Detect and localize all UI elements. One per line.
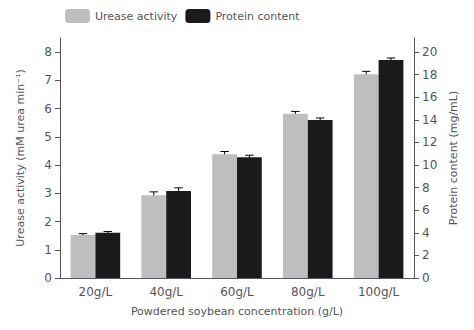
svg-text:20: 20 (422, 45, 437, 59)
svg-text:60g/L: 60g/L (220, 285, 254, 299)
svg-text:Protein content: Protein content (215, 10, 300, 23)
svg-text:0: 0 (44, 271, 52, 285)
svg-text:7: 7 (44, 73, 52, 87)
svg-text:80g/L: 80g/L (291, 285, 325, 299)
svg-text:8: 8 (422, 181, 430, 195)
svg-text:16: 16 (422, 90, 437, 104)
svg-text:18: 18 (422, 68, 437, 82)
svg-text:0: 0 (422, 271, 430, 285)
svg-text:6: 6 (44, 102, 52, 116)
svg-text:40g/L: 40g/L (149, 285, 183, 299)
svg-text:10: 10 (422, 158, 437, 172)
svg-text:4: 4 (44, 158, 52, 172)
svg-text:12: 12 (422, 135, 437, 149)
svg-text:100g/L: 100g/L (358, 285, 400, 299)
svg-text:Powdered soybean concentration: Powdered soybean concentration (g/L) (131, 305, 343, 318)
svg-text:8: 8 (44, 45, 52, 59)
svg-text:20g/L: 20g/L (79, 285, 113, 299)
svg-text:3: 3 (44, 186, 52, 200)
svg-text:Urease activity (mM urea min⁻¹: Urease activity (mM urea min⁻¹) (14, 69, 27, 246)
svg-text:Urease activity: Urease activity (95, 10, 178, 23)
svg-text:2: 2 (422, 248, 430, 262)
svg-text:6: 6 (422, 203, 430, 217)
svg-text:1: 1 (44, 243, 52, 257)
svg-text:14: 14 (422, 113, 437, 127)
svg-text:4: 4 (422, 226, 430, 240)
svg-text:Protein content (mg/mL): Protein content (mg/mL) (447, 91, 460, 226)
svg-text:2: 2 (44, 215, 52, 229)
svg-text:5: 5 (44, 130, 52, 144)
